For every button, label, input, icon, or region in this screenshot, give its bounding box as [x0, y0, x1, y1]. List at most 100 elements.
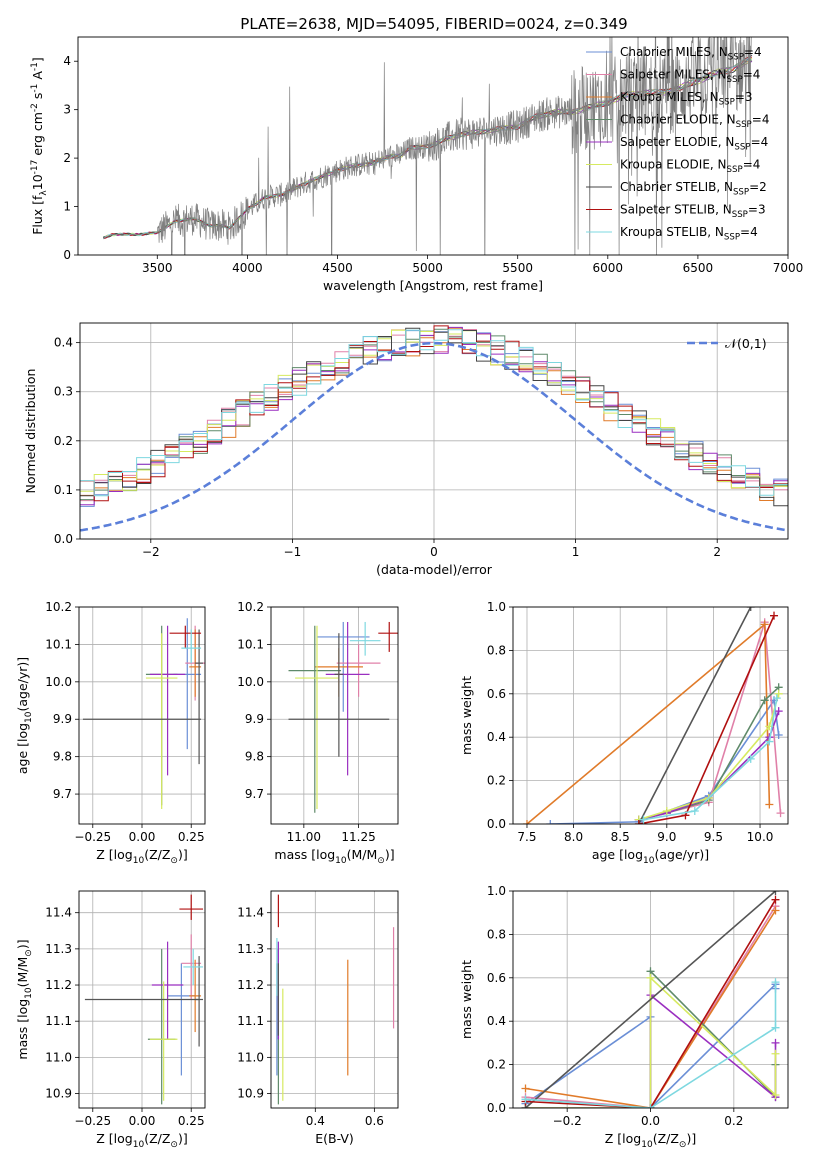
label-part: ⊙ [377, 856, 385, 866]
y-tick-label: 11.2 [237, 978, 264, 992]
x-tick-label: 3500 [142, 261, 173, 275]
x-tick-label: 0.4 [306, 1114, 325, 1128]
panel-mass-vs-EBV: 0.4 0.6 10.9 11.0 11.1 11.2 11.3 11.4 E(B-V) [237, 890, 399, 1146]
data-point-marker [522, 820, 531, 824]
data-point-marker [771, 1049, 780, 1058]
y-tick-label: 10.9 [237, 1087, 264, 1101]
x-tick-label: 8.5 [611, 830, 630, 844]
label-part: erg cm [30, 112, 45, 160]
x-tick-label: −0.25 [74, 1114, 111, 1128]
y-tick-label: 11.3 [237, 942, 264, 956]
data-point-marker [765, 800, 774, 809]
figure-title: PLATE=2638, MJD=54095, FIBERID=0024, z=0… [240, 15, 627, 33]
data-point-marker [776, 809, 785, 818]
legend-label: Salpeter ELODIE, NSSP=4 [620, 135, 768, 153]
label-part: =4 [751, 135, 769, 149]
y-tick-label: 0.6 [487, 687, 506, 701]
y-tick-label: 1 [63, 200, 71, 214]
mass-weight-line [525, 982, 777, 1108]
y-tick-label: 9.9 [53, 712, 72, 726]
label-part: SSP [733, 188, 749, 198]
y-tick-label: 11.0 [237, 1050, 264, 1064]
y-tick-label: 0.8 [487, 927, 506, 941]
x-tick-label: 0 [430, 545, 438, 559]
y-tick-label: 0.0 [487, 817, 506, 831]
data-point-marker [771, 1038, 780, 1047]
plot-area [82, 618, 205, 810]
x-tick-label: 9.5 [704, 830, 723, 844]
x-axis-label: mass [log10(M/M⊙)] [274, 847, 394, 866]
data-point-marker [765, 737, 774, 746]
label-part: wavelength [Angstrom, rest frame] [323, 278, 543, 293]
label-part: )] [686, 1131, 696, 1146]
data-point-marker [760, 620, 769, 629]
x-tick-label: 1 [572, 545, 580, 559]
label-part: SSP [727, 75, 743, 85]
y-tick-label: 9.8 [53, 750, 72, 764]
y-tick-label: 2 [63, 151, 71, 165]
label-part: )] [385, 847, 395, 862]
data-point-marker [771, 906, 780, 915]
x-tick-label: 6000 [593, 261, 624, 275]
label-part: (Z/Z [144, 1131, 170, 1146]
x-tick-label: 0.00 [129, 830, 156, 844]
data-point-marker [772, 694, 781, 703]
axes-frame [79, 322, 789, 540]
label-part: )] [178, 847, 188, 862]
data-point-marker [774, 689, 783, 698]
data-point-marker [770, 611, 779, 620]
x-tick-label: 7.5 [517, 830, 536, 844]
x-tick-label: 10.0 [747, 830, 774, 844]
residual-histogram [80, 329, 788, 539]
x-tick-label: 11.25 [341, 830, 375, 844]
label-part: Flux [f [30, 195, 45, 235]
x-axis-label: Z [log10(Z/Z⊙)] [605, 1131, 696, 1150]
y-tick-label: 9.7 [53, 787, 72, 801]
normal-curve [80, 341, 788, 532]
label-part: Kroupa STELIB, N [620, 225, 724, 239]
y-tick-label: 0.0 [487, 1101, 506, 1115]
label-part: 10 [133, 856, 145, 866]
y-tick-label: 11.1 [237, 1014, 264, 1028]
data-point-marker [774, 707, 783, 716]
label-part: 10 [335, 856, 347, 866]
legend-label: Chabrier ELODIE, NSSP=4 [620, 113, 769, 131]
data-point-marker [771, 1090, 780, 1099]
label-part: )] [15, 939, 30, 949]
x-axis-label: Z [log10(Z/Z⊙)] [96, 847, 187, 866]
label-part: 10 [641, 1140, 653, 1150]
y-tick-label: 11.0 [45, 1050, 72, 1064]
label-part: SSP [724, 233, 740, 243]
axes-frame [270, 890, 399, 1109]
axes-frame [78, 606, 206, 825]
panel-age-vs-Z: −0.25 0.00 0.25 9.7 9.8 9.9 10.0 10.1 10.2 Z [log… [15, 600, 206, 866]
x-tick-label: 4000 [232, 261, 263, 275]
label-part: (M/M [347, 847, 378, 862]
y-tick-label: 0.4 [487, 1014, 506, 1028]
legend-label: Chabrier STELIB, NSSP=2 [620, 180, 767, 198]
data-point-marker [771, 1023, 780, 1032]
y-axis-label: Flux [fλ10-17 erg cm-2 s-1 A-1] [30, 57, 49, 235]
plot-area [84, 894, 204, 1105]
label-part: ⊙ [170, 1140, 178, 1150]
label-part: ⊙ [679, 1140, 687, 1150]
label-part: (M/M [15, 957, 30, 988]
x-tick-label: −2 [142, 545, 160, 559]
y-tick-label: 11.3 [45, 942, 72, 956]
label-part: Kroupa ELODIE, N [620, 158, 727, 172]
mass-weight-line [524, 891, 777, 1108]
label-part: λ [39, 190, 49, 196]
label-part: age [log [592, 847, 643, 862]
legend-label: Kroupa MILES, NSSP=3 [620, 90, 753, 108]
panel-spectrum: 3500 4000 4500 5000 5500 6000 6500 7000 0 1 2 3 4 wav… [30, 36, 803, 293]
label-part: =2 [749, 180, 767, 194]
legend-label: Salpeter MILES, NSSP=4 [620, 68, 760, 86]
x-tick-label: 11.00 [287, 830, 321, 844]
label-part: 10 [24, 711, 34, 723]
y-axis-label: age [log10(age/yr)] [15, 657, 34, 774]
label-part: =3 [735, 90, 753, 104]
y-tick-label: 11.1 [45, 1014, 72, 1028]
y-tick-label: 10.1 [45, 637, 72, 651]
legend-label: Kroupa ELODIE, NSSP=4 [620, 158, 760, 176]
